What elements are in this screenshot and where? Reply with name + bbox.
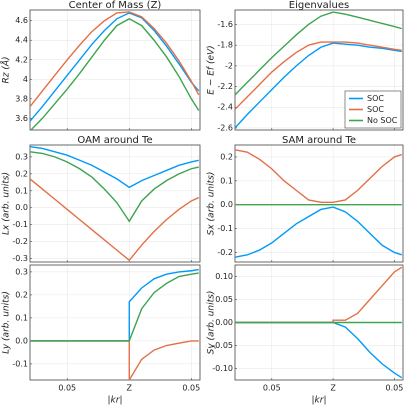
panel-title: OAM around Te <box>77 135 152 146</box>
y-tick-label: -0.2 <box>12 237 28 246</box>
legend-label: SOC <box>367 105 384 114</box>
y-axis-label: E − Ef (eV) <box>207 45 217 94</box>
y-tick-label: -0.1 <box>12 359 28 368</box>
y-tick-label: -0.2 <box>217 248 233 257</box>
series-line <box>30 17 200 130</box>
panel-title: Eigenvalues <box>289 0 349 11</box>
y-tick-label: 3.6 <box>15 114 28 123</box>
y-tick-label: 0.0 <box>15 336 28 345</box>
legend-label: SOC <box>367 94 384 103</box>
y-axis-label: Lx (arb. units) <box>2 172 12 235</box>
y-tick-label: -1.8 <box>217 41 233 50</box>
y-tick-label: 4.2 <box>15 55 28 64</box>
series-line <box>30 340 199 380</box>
y-tick-label: 0.3 <box>15 152 28 161</box>
y-axis-label: Ly (arb. units) <box>2 291 12 354</box>
x-tick-label: 0.05 <box>182 384 200 393</box>
y-tick-label: 4 <box>23 75 28 84</box>
x-tick-label: 0.05 <box>58 384 76 393</box>
y-tick-label: -2.6 <box>217 123 233 132</box>
y-axis-label: Rz (Å) <box>0 56 12 83</box>
y-tick-label: 0.3 <box>15 267 28 276</box>
y-axis-label: Sy (arb. units) <box>207 291 217 355</box>
legend-label: No SOC <box>367 116 398 125</box>
y-tick-label: -0.1 <box>12 220 28 229</box>
series-line <box>235 11 402 96</box>
x-tick-label: Z <box>127 384 133 393</box>
x-axis-label: |kr| <box>312 396 327 406</box>
y-tick-label: 0.2 <box>15 290 28 299</box>
y-tick-label: 0.00 <box>215 318 233 327</box>
y-tick-label: 0.1 <box>15 186 28 195</box>
y-tick-label: -2 <box>225 61 233 70</box>
y-tick-label: 0.2 <box>15 169 28 178</box>
plot-frame <box>29 9 201 131</box>
plot-frame <box>29 264 201 381</box>
y-tick-label: 0.0 <box>220 200 233 209</box>
y-tick-label: 3.8 <box>15 94 28 103</box>
series-line <box>235 149 402 204</box>
y-tick-label: 0.05 <box>215 295 233 304</box>
series-line <box>235 206 402 258</box>
series-line <box>30 178 200 262</box>
legend-box <box>344 90 402 129</box>
y-axis-label: Sx (arb. units) <box>207 172 217 236</box>
series-line <box>30 151 199 223</box>
series-line <box>235 42 402 129</box>
y-tick-label: 0.2 <box>220 152 233 161</box>
series-line <box>30 272 199 342</box>
y-tick-label: -2.4 <box>217 103 233 112</box>
y-tick-label: -0.1 <box>217 224 233 233</box>
x-tick-label: 0.05 <box>263 384 281 393</box>
y-tick-label: 4.4 <box>15 36 28 45</box>
series-line <box>30 146 199 189</box>
plot-frame <box>29 144 201 263</box>
plot-frame <box>234 144 404 263</box>
y-tick-label: -0.05 <box>212 341 233 350</box>
series-line <box>235 266 403 324</box>
panel-title: Center of Mass (Z) <box>69 0 162 11</box>
y-tick-label: -0.3 <box>12 254 28 263</box>
y-tick-label: 0.1 <box>15 313 28 322</box>
series-line <box>30 12 200 122</box>
x-tick-label: 0.05 <box>386 384 404 393</box>
y-tick-label: 4.6 <box>15 16 28 25</box>
series-line <box>235 321 403 379</box>
y-tick-label: 0.10 <box>215 272 233 281</box>
y-tick-label: 0.1 <box>220 176 233 185</box>
y-tick-label: -2.2 <box>217 82 233 91</box>
series-line <box>30 11 200 108</box>
x-tick-label: Z <box>330 384 336 393</box>
y-tick-label: 0.0 <box>15 203 28 212</box>
plot-frame <box>234 9 404 131</box>
x-axis-label: |kr| <box>108 396 123 406</box>
panel-title: SAM around Te <box>282 135 356 146</box>
y-tick-label: -1.6 <box>217 20 233 29</box>
series-line <box>235 41 402 110</box>
y-tick-label: -0.10 <box>212 364 233 373</box>
